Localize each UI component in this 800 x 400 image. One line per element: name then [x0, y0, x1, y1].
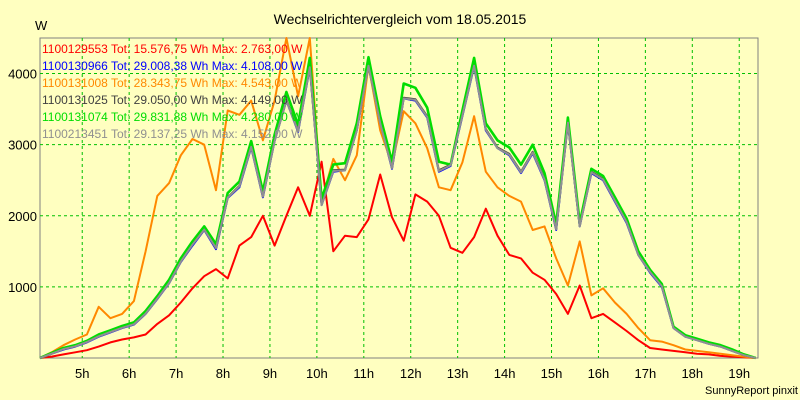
x-tick-label: 11h [353, 366, 374, 381]
legend-entry: 1100213451 Tot: 29.137,25 Wh Max: 4.152,… [42, 127, 303, 141]
x-tick-label: 9h [263, 366, 277, 381]
series-line-5 [39, 55, 757, 360]
grid-layer [40, 38, 758, 358]
y-tick-label: 2000 [8, 209, 37, 224]
x-tick-label: 6h [122, 366, 136, 381]
x-tick-label: 12h [400, 366, 422, 381]
y-tick-labels: 1000 2000 3000 4000 [8, 67, 37, 295]
legend-entry: 1100131074 Tot: 29.831,88 Wh Max: 4.280,… [42, 110, 303, 124]
footer-credit: SunnyReport pinxit [705, 385, 798, 397]
legend-entry: 1100130966 Tot: 29.008,38 Wh Max: 4.108,… [42, 59, 303, 73]
x-tick-label: 5h [75, 366, 89, 381]
series-line-1 [39, 160, 756, 359]
series-line-6 [39, 64, 756, 359]
x-tick-label: 14h [494, 366, 516, 381]
y-tick-label: 4000 [8, 67, 37, 82]
x-tick-label: 15h [541, 366, 563, 381]
y-tick-label: 3000 [8, 138, 37, 153]
series-layer [39, 37, 757, 360]
x-tick-label: 10h [306, 366, 328, 381]
x-tick-label: 19h [728, 366, 750, 381]
x-tick-label: 16h [588, 366, 610, 381]
legend: 1100129553 Tot: 15.576,75 Wh Max: 2.763,… [42, 42, 303, 141]
legend-entry: 1100131025 Tot: 29.050,00 Wh Max: 4.149,… [42, 93, 303, 107]
y-axis-unit: W [35, 18, 48, 33]
x-tick-label: 17h [635, 366, 657, 381]
x-tick-label: 18h [681, 366, 703, 381]
y-tick-label: 1000 [8, 280, 37, 295]
legend-entry: 1100129553 Tot: 15.576,75 Wh Max: 2.763,… [42, 42, 303, 56]
plot-area [39, 37, 759, 359]
x-tick-label: 7h [169, 366, 183, 381]
legend-entry: 1100131008 Tot: 28.343,75 Wh Max: 4.543,… [42, 76, 303, 90]
x-tick-label: 8h [216, 366, 230, 381]
x-tick-label: 13h [447, 366, 469, 381]
chart-title: Wechselrichtervergleich vom 18.05.2015 [274, 11, 527, 27]
x-tick-labels: 5h 6h 7h 8h 9h 10h 11h 12h 13h 14h 15h 16h 17h 18h 19h [75, 366, 750, 381]
